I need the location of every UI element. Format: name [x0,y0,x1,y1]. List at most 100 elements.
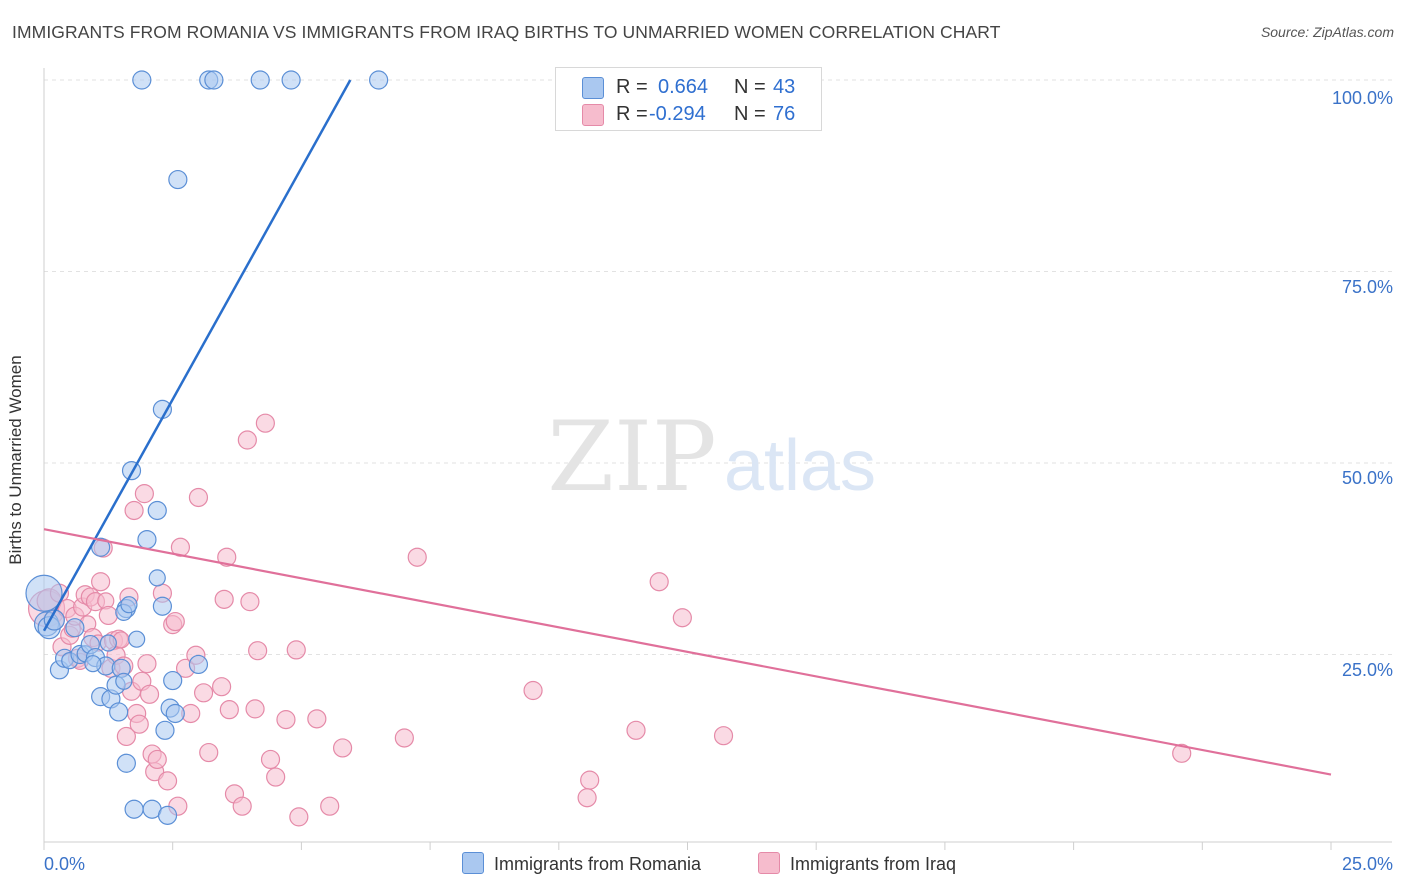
iraq-point [672,608,692,628]
iraq-point [580,770,600,790]
iraq-point [260,749,281,770]
iraq-point [407,547,427,567]
romania-point [132,70,152,90]
iraq-point [157,771,178,791]
iraq-n-label: N = [734,103,766,125]
iraq-point [394,728,414,748]
romania-point [25,574,63,612]
stats-legend: R = 0.664 N = 43 R = -0.294 N = 76 [555,67,822,131]
romania-point [109,702,129,722]
legend-item-iraq: Immigrants from Iraq [758,852,956,875]
romania-legend-swatch [462,852,484,874]
iraq-point [237,430,257,450]
iraq-point [320,796,340,816]
y-axis-label: Births to Unmarried Women [6,355,25,565]
iraq-point [626,720,646,740]
iraq-point [276,710,296,730]
y-tick-label: 100.0% [1332,88,1393,108]
legend-item-romania: Immigrants from Romania [462,852,701,875]
romania-point [148,569,166,587]
watermark: ZIP atlas [547,401,876,513]
iraq-point [134,484,154,504]
iraq-r-label: R = [616,103,648,125]
iraq-point [124,500,144,521]
romania-point [369,70,389,90]
iraq-point [188,487,209,508]
romania-point [281,70,301,90]
iraq-point [649,572,669,592]
romania-point [204,70,224,90]
iraq-point [577,788,597,808]
romania-legend-label: Immigrants from Romania [494,854,702,874]
romania-point [188,654,209,675]
iraq-point [219,700,239,720]
iraq-legend-swatch [758,852,780,874]
romania-point [115,672,133,690]
trend-lines [42,79,1332,776]
romania-point [168,169,188,190]
x-tick-label: 0.0% [44,854,85,874]
iraq-point [212,677,232,697]
iraq-point [193,683,214,703]
iraq-point [332,738,353,758]
romania-r-value: 0.664 [658,76,709,98]
romania-point [250,70,270,90]
romania-n-value: 43 [773,76,796,98]
iraq-point [129,714,149,734]
iraq-trend-line [43,528,1332,776]
iraq-point [289,807,309,827]
iraq-point [286,640,306,660]
iraq-point [307,709,327,729]
y-tick-label: 25.0% [1342,660,1393,680]
romania-point [157,805,178,825]
romania-point [152,596,173,616]
iraq-point [147,749,167,770]
iraq-point [248,641,268,661]
watermark-atlas: atlas [724,426,876,506]
romania-point [155,720,175,740]
axes [43,68,1392,850]
iraq-point [523,680,543,701]
romania-swatch [582,77,604,99]
romania-point [137,529,157,550]
romania-point [116,753,136,773]
romania-point [128,630,146,648]
iraq-point [214,589,234,609]
iraq-point [240,592,260,612]
iraq-point [199,742,219,763]
iraq-point [217,547,237,567]
tick-labels: 25.0% 50.0% 75.0% 100.0% 0.0% 25.0% [44,88,1393,874]
romania-n-label: N = [734,76,766,98]
iraq-point [137,654,157,674]
iraq-point [116,726,136,747]
romania-point [84,655,102,673]
source-credit: Source: ZipAtlas.com [1260,24,1394,40]
iraq-point [98,605,118,626]
romania-r-label: R = [616,76,648,98]
iraq-n-value: 76 [773,103,796,125]
iraq-point [1172,743,1192,763]
romania-points [25,70,389,825]
romania-trend-line [42,79,352,632]
iraq-point [91,572,111,592]
chart-title: IMMIGRANTS FROM ROMANIA VS IMMIGRANTS FR… [12,22,1001,42]
iraq-point [165,611,185,632]
iraq-r-value: -0.294 [649,103,706,125]
watermark-zip: ZIP [547,401,716,513]
iraq-point [232,796,252,816]
y-tick-label: 50.0% [1342,468,1393,488]
iraq-point [255,413,275,433]
romania-point [99,634,117,652]
iraq-point [266,767,286,787]
romania-point [165,703,185,724]
iraq-swatch [582,104,604,126]
romania-point [124,799,144,819]
romania-point [120,596,138,614]
iraq-point [713,726,734,746]
legend-row-iraq: R = -0.294 N = 76 [556,103,821,131]
iraq-legend-label: Immigrants from Iraq [790,854,957,874]
x-tick-label: 25.0% [1342,854,1393,874]
legend-row-romania: R = 0.664 N = 43 [556,76,821,104]
romania-point [147,500,167,521]
